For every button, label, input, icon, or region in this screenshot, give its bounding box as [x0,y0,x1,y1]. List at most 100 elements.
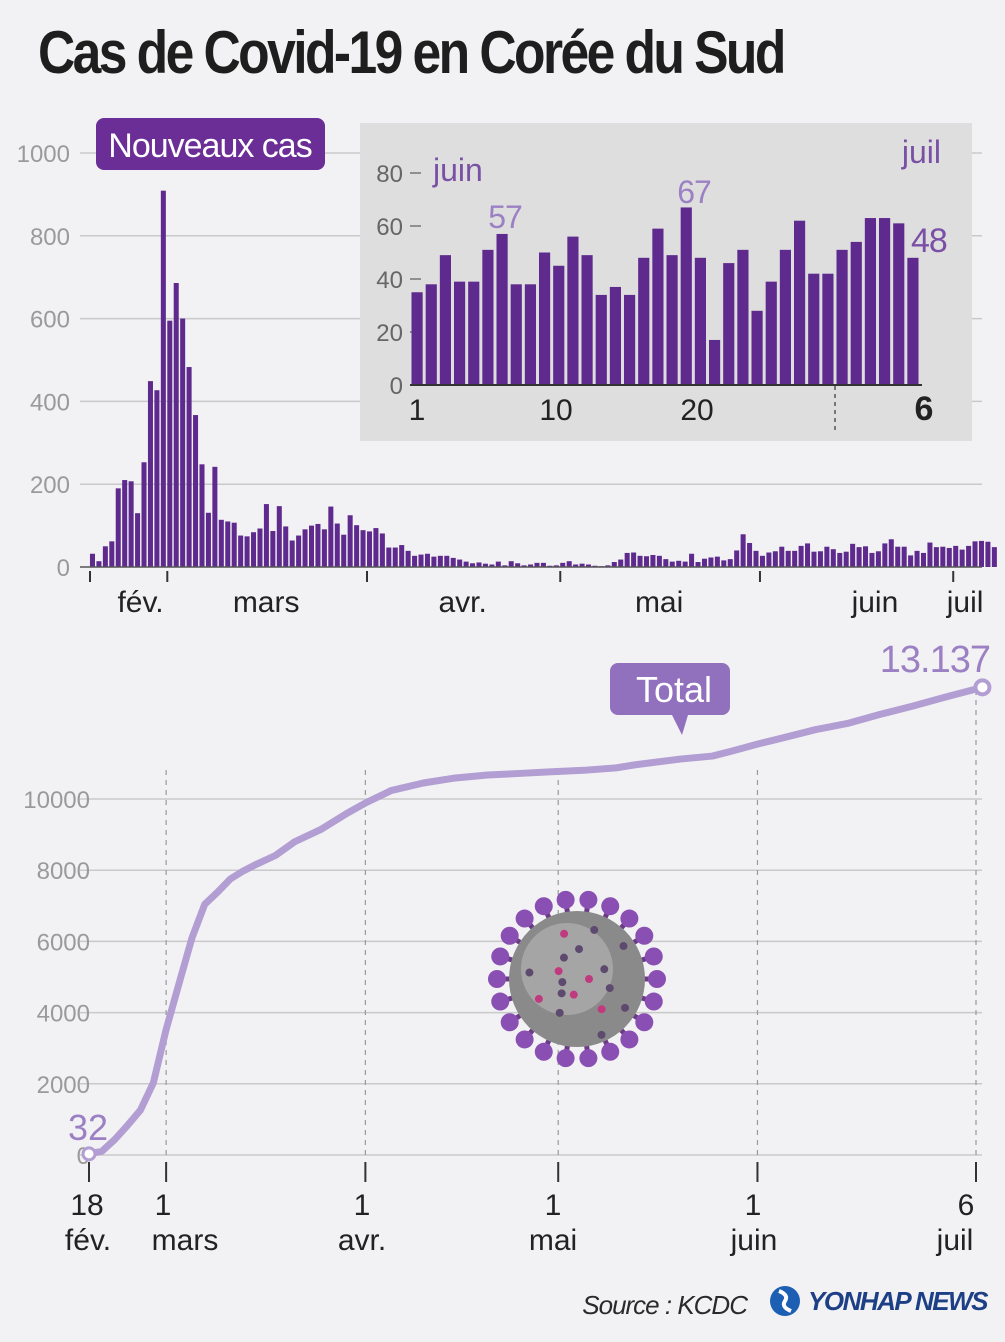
inset-bar [496,233,508,385]
inset-annotation: 57 [488,199,522,235]
daily-bar [321,529,327,567]
daily-bar [740,534,746,567]
inset-bar [765,281,777,385]
daily-y-tick: 200 [30,472,70,499]
daily-bar [218,519,224,567]
inset-bar [850,241,862,385]
virus-spike-head [500,926,519,945]
inset-bar [425,284,437,385]
inset-bar [879,218,891,385]
daily-bar [721,560,727,567]
daily-y-tick: 400 [30,389,70,416]
daily-bar [225,521,231,567]
daily-bar [991,547,997,567]
virus-spike-head [648,970,666,988]
daily-bar [489,564,495,567]
virus-spike-head [620,909,639,928]
cumulative-series-line [85,683,986,1158]
inset-bar [779,249,791,385]
inset-bar [482,249,494,385]
daily-bar [521,565,527,567]
inset-bar [723,263,735,385]
daily-bar [779,546,785,567]
daily-bar [470,563,476,567]
daily-bar [354,525,360,567]
daily-bar [328,506,334,567]
virus-spike-head [491,947,510,966]
daily-bar [875,551,881,567]
daily-bar [296,535,302,567]
virus-spike-head [515,909,534,928]
virus-spike-head [556,1049,575,1068]
daily-bar [392,547,398,567]
daily-bar [444,555,450,567]
daily-y-tick: 1000 [17,141,70,168]
daily-bar [173,282,179,567]
inset-bar [751,310,763,385]
virus-icon [488,890,666,1068]
inset-y-tick: 0 [390,373,403,400]
virus-spike-head [620,1030,639,1049]
daily-bar [914,550,920,567]
daily-bar [308,525,315,567]
daily-bar [663,559,669,567]
daily-bar [611,562,617,567]
daily-x-axis: fév. mars avr. mai juin juil [80,566,983,619]
cumulative-y-tick: 8000 [37,858,90,885]
daily-bar [231,522,237,567]
virus-protein [569,990,578,999]
inset-bar [524,284,536,385]
inset-bar [709,339,721,385]
daily-bar [167,320,173,567]
inset-bar [595,294,607,385]
daily-bar [147,381,153,567]
inset-chart: 0 20 40 60 80 1 10 20 6 juin juil 57 67 48 [360,123,972,441]
daily-bar [676,560,682,567]
daily-bar [643,556,650,567]
virus-spike-head [601,1042,620,1061]
daily-bar [817,551,823,567]
daily-bar [618,559,624,567]
daily-bar [270,530,276,567]
inset-x-label: 20 [680,394,713,427]
virus-spike-head [644,947,663,966]
virus-protein [605,984,614,993]
daily-bar [759,555,765,567]
daily-bar [515,563,521,567]
virus-spike-head [534,1042,553,1061]
cumulative-y-tick: 2000 [37,1072,90,1099]
daily-bar [534,562,540,567]
daily-bar [424,553,430,567]
inset-bar [694,257,706,385]
virus-spike-head [491,992,510,1011]
cumulative-x-label-month: juil [936,1224,974,1257]
daily-bar [689,553,695,567]
daily-bar [669,561,675,567]
inset-bar [567,236,579,385]
daily-bar [701,558,707,567]
daily-bar [785,550,791,567]
daily-bar [830,549,836,567]
cumulative-x-label-day: 6 [958,1189,975,1222]
daily-bar [263,504,269,567]
inset-bar [581,255,593,385]
cumulative-x-label-month: avr. [338,1224,386,1257]
daily-y-tick: 800 [30,224,70,251]
daily-bar [347,515,353,567]
daily-bar [908,555,914,567]
inset-bar [510,284,522,385]
virus-protein [597,1005,606,1014]
nouveaux-cas-badge-bg [96,118,325,170]
virus-protein [557,989,566,998]
inset-bar [794,220,806,385]
daily-x-label: fév. [117,586,163,619]
cumulative-end-marker [973,678,992,697]
inset-x-label: 6 [915,390,934,428]
daily-bars [89,190,997,567]
daily-bar [978,540,984,567]
daily-bar [122,480,128,567]
source-credit: Source : KCDC [582,1290,748,1320]
virus-body-highlight [521,923,613,1015]
daily-bar [856,547,862,567]
